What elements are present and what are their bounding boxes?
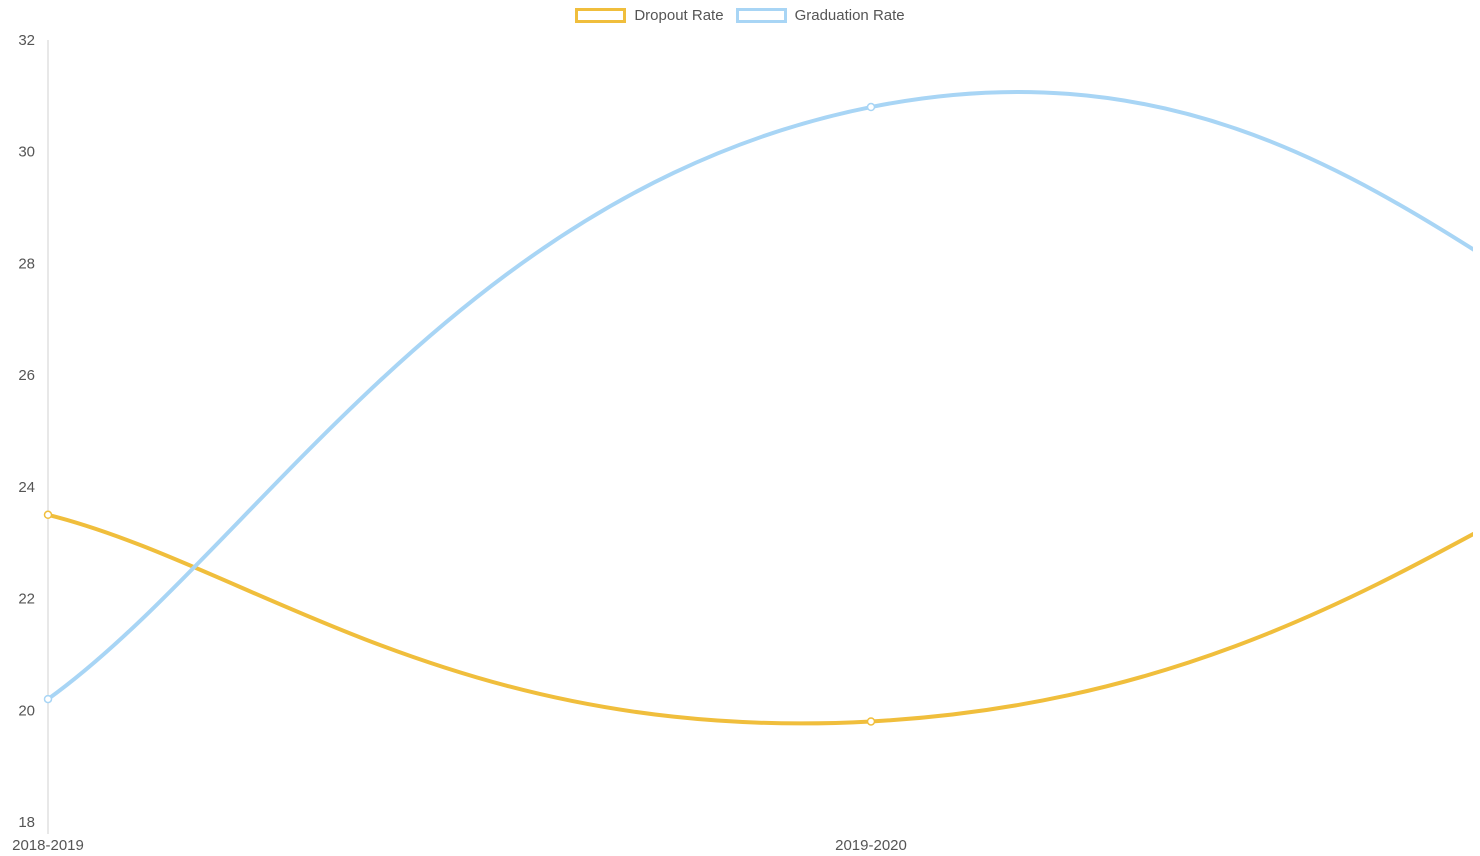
y-tick-label: 32 [18,32,35,49]
legend: Dropout Rate Graduation Rate [0,7,1480,24]
data-point-graduation-rate [43,694,53,704]
legend-item-graduation-rate[interactable]: Graduation Rate [735,7,905,24]
x-tick-label: 2018-2019 [12,837,84,854]
x-tick-label: 2019-2020 [835,837,907,854]
y-tick-label: 24 [18,479,35,496]
legend-swatch-dropout-rate [575,8,627,23]
data-point-dropout-rate [43,510,53,520]
y-tick-label: 30 [18,144,35,161]
y-tick-label: 18 [18,814,35,831]
series-line-dropout-rate [47,512,1473,726]
y-tick-label: 20 [18,702,35,719]
y-tick-label: 26 [18,367,35,384]
y-tick-label: 28 [18,255,35,272]
data-point-graduation-rate [866,102,876,112]
legend-label-graduation-rate: Graduation Rate [794,7,905,24]
legend-item-dropout-rate[interactable]: Dropout Rate [575,7,724,24]
data-point-dropout-rate [866,717,876,726]
y-tick-label: 22 [18,591,35,608]
legend-swatch-graduation-rate [735,8,787,23]
series-line-graduation-rate [46,89,1473,701]
legend-label-dropout-rate: Dropout Rate [634,7,724,24]
